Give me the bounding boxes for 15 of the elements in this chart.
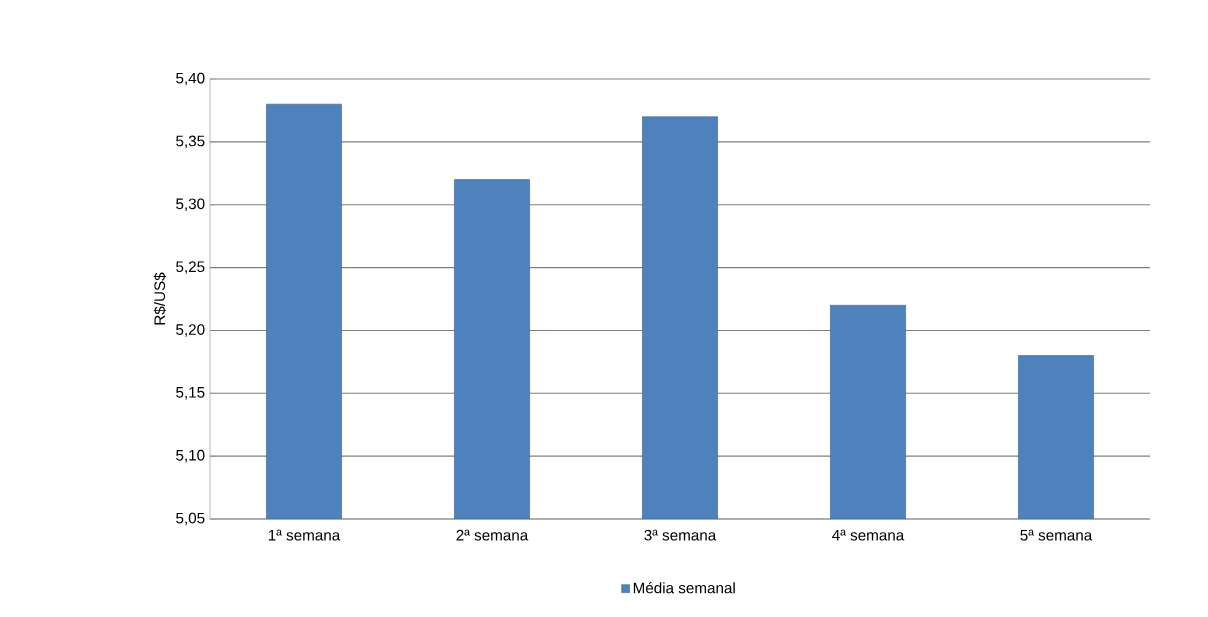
y-tick-label: 5,20 (176, 324, 205, 337)
x-tick-label: 3ª semana (644, 529, 717, 541)
y-tick-label: 5,35 (176, 135, 205, 149)
y-tick-label: 5,15 (176, 387, 205, 400)
x-tick-label: 2ª semana (456, 529, 529, 541)
legend-label: Média semanal (633, 582, 735, 594)
x-tick-label: 4ª semana (832, 529, 905, 541)
y-tick-label: 5,25 (176, 261, 205, 274)
y-axis-title: R$/US$ (153, 272, 166, 325)
y-tick-label: 5,10 (176, 449, 205, 463)
x-tick-label: 5ª semana (1020, 529, 1093, 541)
y-tick-label: 5,40 (176, 72, 205, 86)
y-tick-label: 5,05 (176, 512, 205, 526)
y-tick-label: 5,30 (176, 198, 205, 212)
x-tick-label: 1ª semana (268, 529, 341, 541)
